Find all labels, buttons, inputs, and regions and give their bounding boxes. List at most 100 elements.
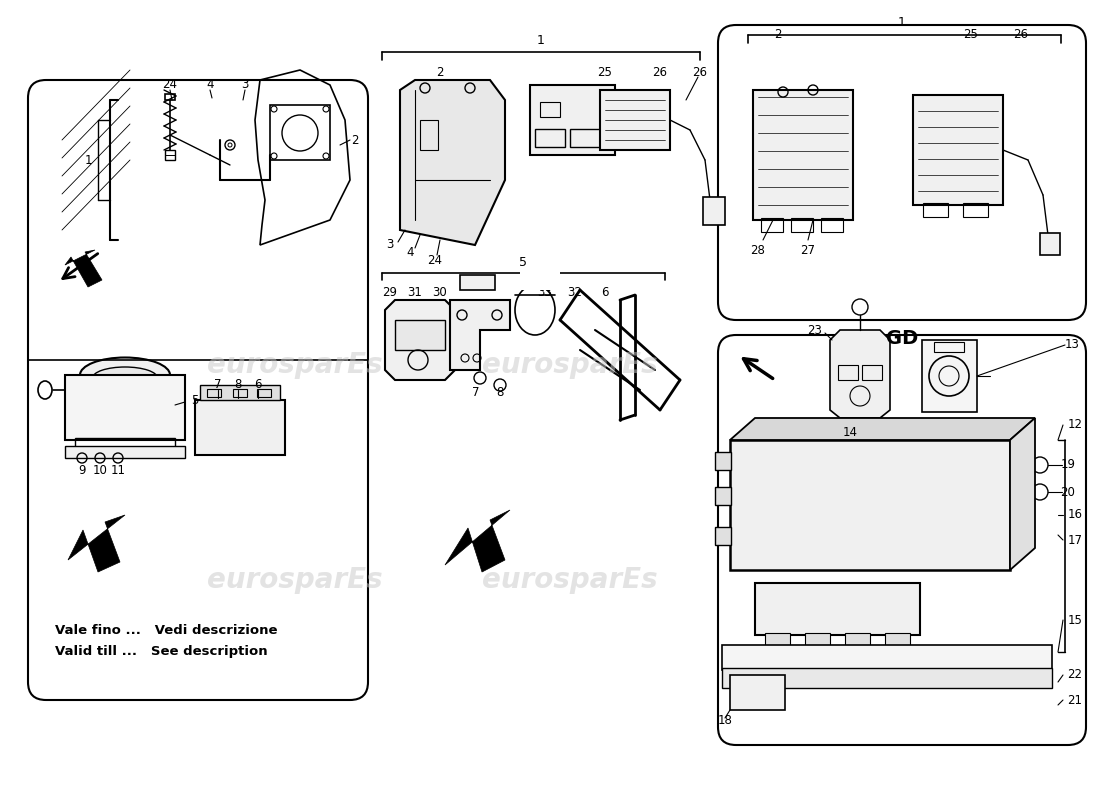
Ellipse shape	[80, 358, 170, 393]
Text: 31: 31	[408, 286, 422, 298]
Text: 15: 15	[1068, 614, 1082, 626]
Text: 27: 27	[801, 243, 815, 257]
Bar	[530, 85, 615, 155]
Bar	[703, 197, 725, 225]
Polygon shape	[385, 300, 455, 380]
Bar	[764, 633, 790, 647]
Bar	[233, 389, 248, 397]
Ellipse shape	[92, 367, 157, 389]
Text: eurosparEs: eurosparEs	[482, 351, 658, 379]
Bar	[165, 94, 175, 100]
Text: 29: 29	[383, 286, 397, 298]
Text: 26: 26	[652, 66, 668, 78]
Text: 21: 21	[1067, 694, 1082, 706]
Text: 2: 2	[774, 29, 782, 42]
Text: 1: 1	[537, 34, 544, 46]
Bar	[761, 218, 783, 232]
Bar	[75, 438, 175, 448]
Text: 14: 14	[843, 426, 858, 438]
Bar	[923, 203, 948, 217]
Text: 5: 5	[191, 394, 199, 406]
Polygon shape	[730, 418, 1035, 440]
Text: 6: 6	[602, 286, 608, 298]
Bar	[570, 129, 600, 147]
Text: 8: 8	[234, 378, 242, 391]
Bar	[535, 129, 565, 147]
Polygon shape	[1010, 418, 1035, 570]
Text: GD: GD	[886, 329, 918, 347]
Text: 12: 12	[1067, 418, 1082, 431]
Polygon shape	[400, 80, 505, 245]
Bar	[207, 389, 221, 397]
Text: 33: 33	[538, 286, 552, 298]
Bar	[730, 440, 1010, 570]
Text: Vale fino ...   Vedi descrizione: Vale fino ... Vedi descrizione	[55, 623, 277, 637]
Bar	[730, 675, 785, 710]
Bar	[715, 487, 732, 505]
Text: 5: 5	[519, 255, 528, 269]
Text: 26: 26	[693, 66, 707, 78]
Bar	[755, 583, 920, 635]
Bar	[886, 633, 910, 647]
Bar	[922, 340, 977, 412]
Bar	[722, 668, 1052, 688]
Bar	[805, 633, 830, 647]
Bar	[821, 218, 843, 232]
Bar	[1040, 233, 1060, 255]
Text: 20: 20	[1060, 486, 1076, 498]
Text: 24: 24	[163, 78, 177, 91]
Bar	[65, 446, 185, 458]
Polygon shape	[446, 510, 510, 572]
Bar	[395, 320, 446, 350]
FancyBboxPatch shape	[718, 25, 1086, 320]
Bar	[845, 633, 870, 647]
Text: 6: 6	[254, 378, 262, 391]
Text: 1: 1	[85, 154, 91, 166]
Bar	[65, 375, 185, 440]
Polygon shape	[68, 515, 125, 572]
Text: Valid till ...   See description: Valid till ... See description	[55, 646, 267, 658]
Bar	[754, 90, 853, 220]
Bar	[257, 389, 271, 397]
Polygon shape	[65, 250, 102, 287]
Bar	[195, 400, 285, 455]
Text: 19: 19	[1060, 458, 1076, 471]
Text: 3: 3	[241, 78, 249, 91]
Text: 25: 25	[597, 66, 613, 78]
FancyBboxPatch shape	[718, 335, 1086, 745]
Polygon shape	[450, 300, 510, 370]
Text: 24: 24	[428, 254, 442, 266]
Text: 30: 30	[432, 286, 448, 298]
Text: 32: 32	[568, 286, 582, 298]
Text: 8: 8	[496, 386, 504, 398]
Bar	[962, 203, 988, 217]
Bar	[715, 452, 732, 470]
Text: 23: 23	[807, 323, 823, 337]
Text: 22: 22	[1067, 669, 1082, 682]
Bar	[520, 270, 560, 290]
Bar	[600, 90, 670, 150]
Text: 13: 13	[1065, 338, 1079, 351]
Bar	[838, 365, 858, 380]
Text: 7: 7	[472, 386, 480, 398]
Text: 18: 18	[717, 714, 733, 726]
Text: 4: 4	[406, 246, 414, 258]
Bar	[722, 645, 1052, 670]
Bar	[165, 150, 175, 160]
Polygon shape	[830, 330, 890, 418]
Text: 11: 11	[110, 463, 125, 477]
Text: 2: 2	[351, 134, 359, 146]
Text: 9: 9	[78, 463, 86, 477]
Bar	[715, 527, 732, 545]
Text: 25: 25	[964, 29, 978, 42]
Text: eurosparEs: eurosparEs	[207, 351, 383, 379]
Bar	[270, 105, 330, 160]
Bar	[460, 275, 495, 290]
Text: 28: 28	[750, 243, 766, 257]
Text: 17: 17	[1067, 534, 1082, 546]
Bar	[200, 385, 280, 400]
FancyBboxPatch shape	[28, 80, 368, 700]
Text: 7: 7	[214, 378, 222, 391]
Bar	[862, 365, 882, 380]
Text: 10: 10	[92, 463, 108, 477]
